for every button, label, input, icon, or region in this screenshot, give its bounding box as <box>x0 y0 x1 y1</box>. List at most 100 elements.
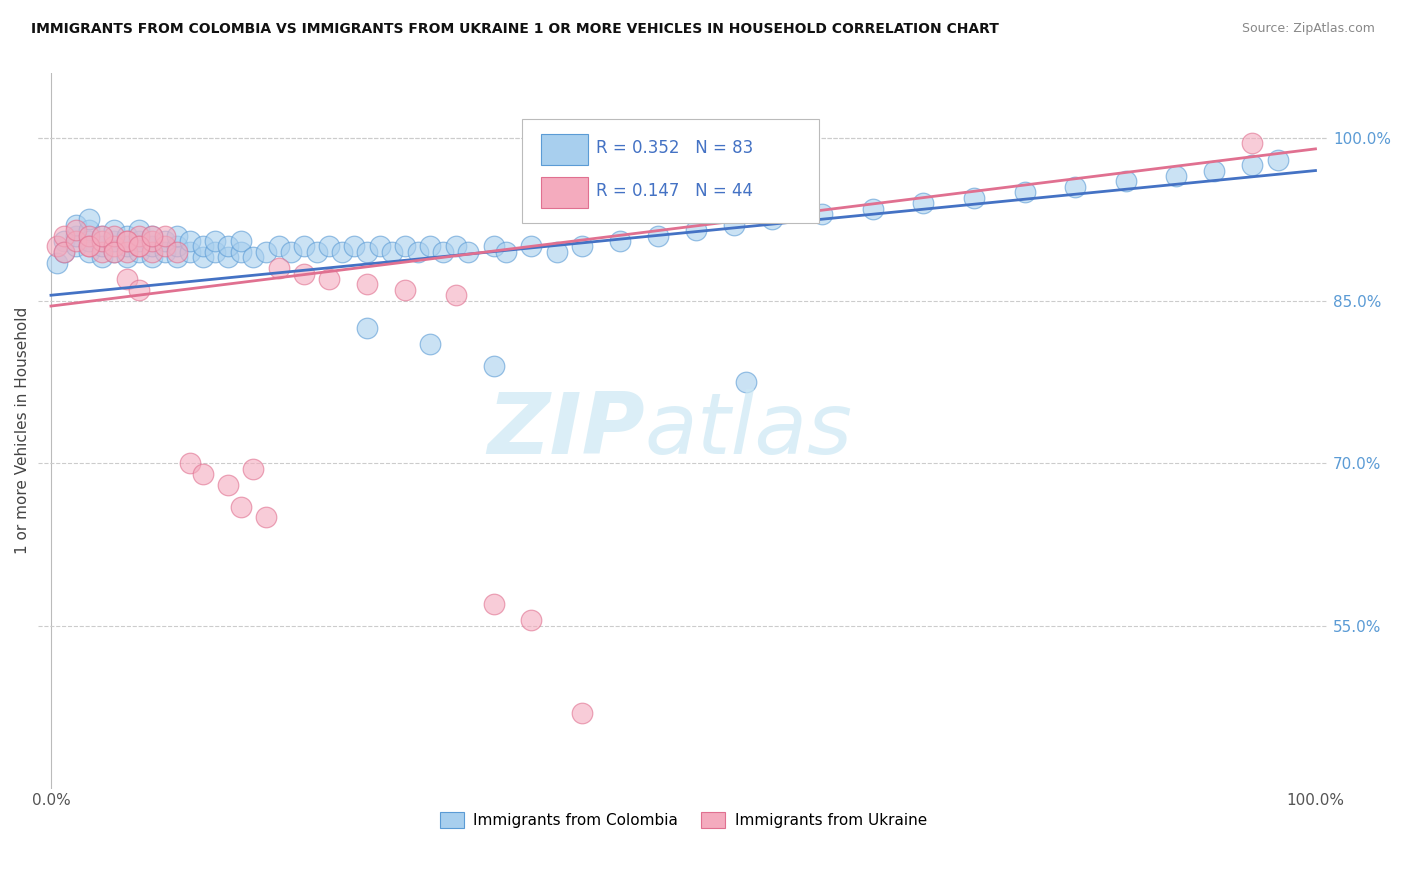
Point <box>419 239 441 253</box>
Point <box>292 267 315 281</box>
Point <box>571 239 593 253</box>
Point <box>609 234 631 248</box>
Point <box>128 239 150 253</box>
Point <box>115 250 138 264</box>
Point <box>1166 169 1188 183</box>
Point <box>267 239 290 253</box>
Point <box>267 261 290 276</box>
Point <box>65 218 87 232</box>
Point <box>685 223 707 237</box>
Point <box>242 461 264 475</box>
Point <box>229 234 252 248</box>
Point <box>217 478 239 492</box>
Point <box>229 500 252 514</box>
Point <box>254 244 277 259</box>
FancyBboxPatch shape <box>541 177 588 208</box>
Point <box>179 234 201 248</box>
Point <box>65 228 87 243</box>
Point <box>77 234 100 248</box>
Text: R = 0.147   N = 44: R = 0.147 N = 44 <box>596 182 752 200</box>
Point <box>153 244 176 259</box>
Point <box>166 250 188 264</box>
Point <box>77 239 100 253</box>
Point <box>65 234 87 248</box>
Point <box>191 250 214 264</box>
Point <box>128 283 150 297</box>
Point <box>153 228 176 243</box>
Text: ZIP: ZIP <box>486 389 644 472</box>
Point <box>179 244 201 259</box>
Point <box>546 244 568 259</box>
Point <box>141 228 163 243</box>
Point <box>1115 174 1137 188</box>
Point <box>103 234 125 248</box>
Point <box>444 288 467 302</box>
Point <box>571 706 593 720</box>
Point <box>77 212 100 227</box>
Point <box>318 272 340 286</box>
Point <box>457 244 479 259</box>
Point <box>761 212 783 227</box>
Point <box>90 234 112 248</box>
Point <box>217 250 239 264</box>
Point <box>292 239 315 253</box>
Point <box>52 244 75 259</box>
Point <box>305 244 328 259</box>
Legend: Immigrants from Colombia, Immigrants from Ukraine: Immigrants from Colombia, Immigrants fro… <box>433 806 934 835</box>
Point <box>77 228 100 243</box>
Point <box>191 467 214 482</box>
Text: atlas: atlas <box>644 389 852 472</box>
Point <box>1241 158 1264 172</box>
FancyBboxPatch shape <box>541 134 588 165</box>
Point <box>356 320 378 334</box>
Point <box>128 244 150 259</box>
Point <box>166 244 188 259</box>
Point <box>46 239 69 253</box>
Point <box>103 244 125 259</box>
Point <box>482 239 505 253</box>
Point <box>217 239 239 253</box>
Point <box>204 244 226 259</box>
Point <box>128 239 150 253</box>
Point <box>46 256 69 270</box>
Point <box>103 244 125 259</box>
Point <box>912 196 935 211</box>
Point <box>141 234 163 248</box>
Text: R = 0.352   N = 83: R = 0.352 N = 83 <box>596 139 752 157</box>
Point <box>381 244 404 259</box>
Point <box>166 228 188 243</box>
Point <box>141 250 163 264</box>
Point <box>242 250 264 264</box>
Point <box>963 191 986 205</box>
Point <box>52 234 75 248</box>
Point <box>90 228 112 243</box>
Point <box>394 283 416 297</box>
Point <box>115 234 138 248</box>
Point <box>115 228 138 243</box>
Point <box>115 272 138 286</box>
Point <box>90 239 112 253</box>
Point <box>141 239 163 253</box>
Point <box>394 239 416 253</box>
Point <box>128 223 150 237</box>
Point <box>1267 153 1289 167</box>
Point <box>103 239 125 253</box>
Point <box>520 239 543 253</box>
Point <box>179 456 201 470</box>
Point <box>647 228 669 243</box>
Point <box>1014 186 1036 200</box>
Point <box>356 244 378 259</box>
Point <box>191 239 214 253</box>
Y-axis label: 1 or more Vehicles in Household: 1 or more Vehicles in Household <box>15 307 30 554</box>
FancyBboxPatch shape <box>522 120 818 223</box>
Point <box>811 207 834 221</box>
Point <box>141 244 163 259</box>
Point <box>128 228 150 243</box>
Point <box>1204 163 1226 178</box>
Point <box>153 239 176 253</box>
Point <box>65 239 87 253</box>
Point <box>115 244 138 259</box>
Point <box>103 223 125 237</box>
Point <box>115 239 138 253</box>
Point <box>90 250 112 264</box>
